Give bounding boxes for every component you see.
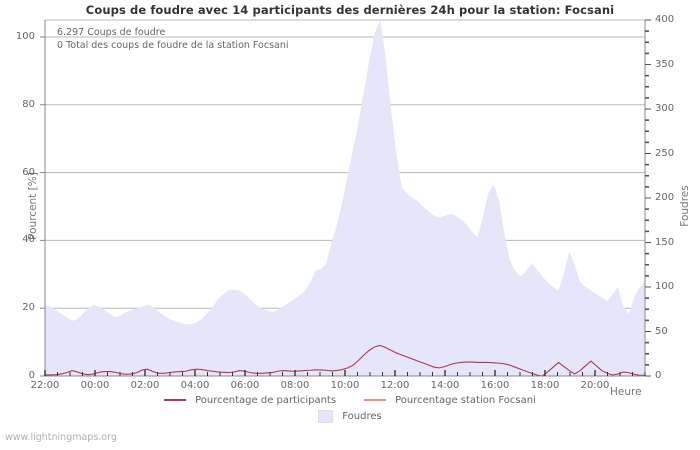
x-tick-label: 04:00 xyxy=(180,380,210,391)
y-tick-label-left: 0 xyxy=(28,370,35,381)
x-tick-label: 12:00 xyxy=(380,380,410,391)
y-tick-label-right: 350 xyxy=(655,58,675,70)
y-tick-label-left: 40 xyxy=(22,234,35,246)
chart-title: Coups de foudre avec 14 participants des… xyxy=(85,3,615,17)
legend-swatch-line-icon xyxy=(164,399,187,401)
x-tick-label: 18:00 xyxy=(530,380,560,391)
x-tick-label: 20:00 xyxy=(580,380,610,391)
legend-item-foudres[interactable]: Foudres xyxy=(318,409,382,423)
legend-item-participants[interactable]: Pourcentage de participants xyxy=(164,395,336,406)
y-tick-label-right: 100 xyxy=(655,281,675,292)
chart-legend: Pourcentage de participants Pourcentage … xyxy=(0,392,700,424)
legend-label-participants: Pourcentage de participants xyxy=(195,394,337,406)
legend-label-station: Pourcentage station Focsani xyxy=(395,394,536,406)
legend-row-2: Foudres xyxy=(0,408,700,424)
legend-swatch-area-icon xyxy=(318,409,334,423)
legend-row-1: Pourcentage de participants Pourcentage … xyxy=(0,392,700,408)
y-tick-label-right: 150 xyxy=(655,236,675,248)
y-tick-label-right: 250 xyxy=(655,147,675,159)
annotation-total-strikes: 6.297 Coups de foudre xyxy=(57,27,166,38)
x-tick-label: 14:00 xyxy=(430,380,460,391)
x-tick-label: 08:00 xyxy=(280,380,310,391)
watermark: www.lightningmaps.org xyxy=(5,432,117,443)
x-tick-label: 10:00 xyxy=(330,380,360,391)
x-tick-label: 16:00 xyxy=(480,380,510,391)
legend-item-station[interactable]: Pourcentage station Focsani xyxy=(364,395,536,406)
y-tick-label-right: 400 xyxy=(655,14,675,25)
x-tick-label: 22:00 xyxy=(30,380,60,391)
y-tick-label-right: 0 xyxy=(655,370,662,381)
annotation-station-strikes: 0 Total des coups de foudre de la statio… xyxy=(57,40,289,51)
x-tick-label: 06:00 xyxy=(230,380,260,391)
x-tick-label: 00:00 xyxy=(80,380,110,391)
y-tick-label-left: 60 xyxy=(22,166,35,178)
y-tick-label-left: 20 xyxy=(22,302,35,314)
legend-swatch-line-icon xyxy=(364,399,387,401)
y-tick-label-left: 80 xyxy=(22,98,35,110)
y-tick-label-right: 200 xyxy=(655,192,675,203)
x-axis-label: Heure xyxy=(610,386,642,398)
area-series-foudres xyxy=(45,20,645,376)
y-tick-label-left: 100 xyxy=(15,30,35,42)
y-tick-label-right: 300 xyxy=(655,103,675,114)
y-tick-label-right: 50 xyxy=(655,325,668,337)
legend-label-foudres: Foudres xyxy=(342,410,382,422)
x-tick-label: 02:00 xyxy=(130,380,160,391)
